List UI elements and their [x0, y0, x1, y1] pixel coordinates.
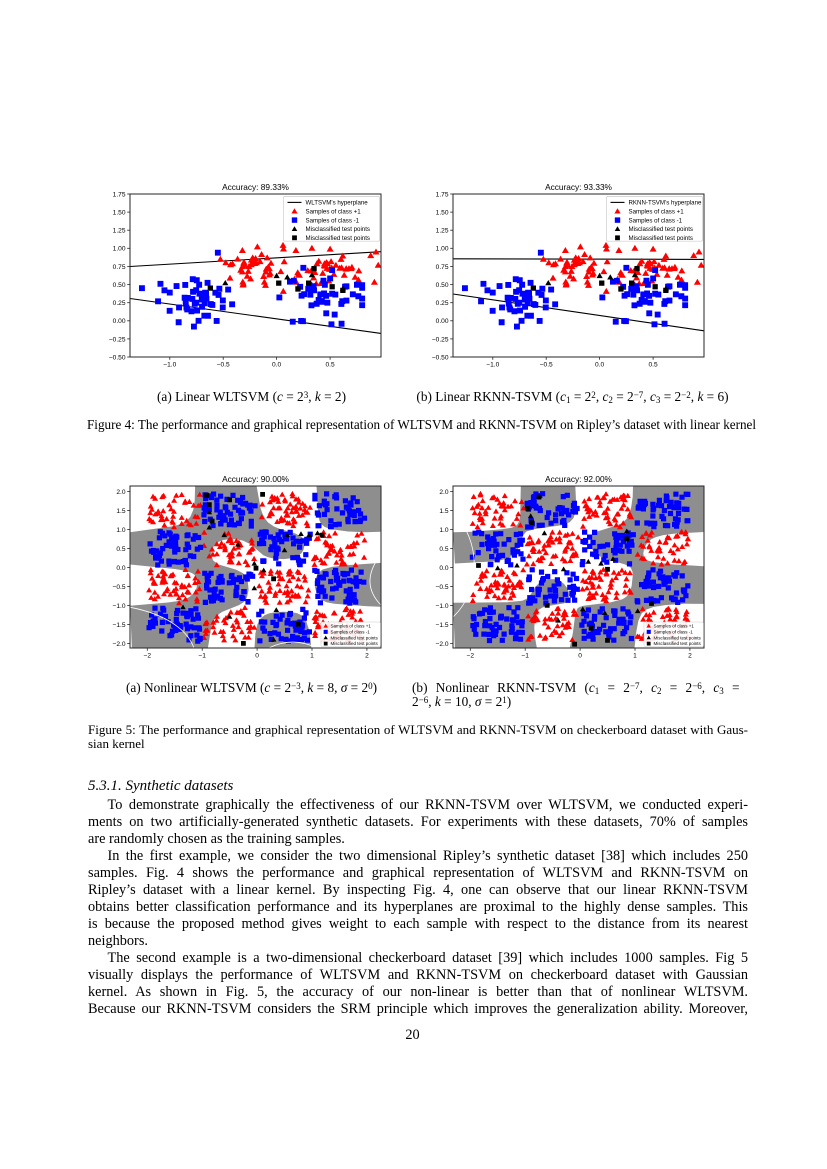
svg-text:1.00: 1.00: [113, 246, 126, 253]
svg-text:−2.0: −2.0: [435, 641, 448, 648]
svg-text:1: 1: [310, 652, 314, 659]
svg-text:−2.0: −2.0: [112, 641, 125, 648]
svg-text:−1.0: −1.0: [163, 361, 176, 368]
svg-text:0.0: 0.0: [439, 565, 448, 572]
svg-text:Samples of class -1: Samples of class -1: [306, 217, 360, 224]
svg-text:−1.5: −1.5: [112, 622, 125, 629]
svg-text:−1.5: −1.5: [435, 622, 448, 629]
svg-text:0.5: 0.5: [116, 546, 125, 553]
svg-text:0.00: 0.00: [436, 318, 449, 325]
svg-text:1.50: 1.50: [113, 210, 126, 217]
svg-text:1: 1: [633, 652, 637, 659]
svg-text:−2: −2: [144, 652, 152, 659]
svg-text:Misclassified test points: Misclassified test points: [654, 635, 702, 640]
svg-text:1.00: 1.00: [436, 246, 449, 253]
svg-text:Samples of class +1: Samples of class +1: [654, 624, 695, 629]
svg-text:0.5: 0.5: [326, 361, 335, 368]
svg-text:Samples of class +1: Samples of class +1: [331, 624, 372, 629]
svg-text:0.5: 0.5: [649, 361, 658, 368]
svg-text:0.75: 0.75: [113, 264, 126, 271]
svg-text:1.0: 1.0: [439, 527, 448, 534]
svg-text:0: 0: [255, 652, 259, 659]
svg-text:−0.50: −0.50: [109, 354, 126, 361]
svg-text:2: 2: [688, 652, 692, 659]
svg-text:Samples of class +1: Samples of class +1: [629, 209, 685, 216]
svg-text:0.25: 0.25: [436, 300, 449, 307]
svg-text:Misclassified test points: Misclassified test points: [331, 641, 379, 646]
svg-text:1.25: 1.25: [113, 228, 126, 235]
svg-text:−1: −1: [521, 652, 529, 659]
svg-text:0.5: 0.5: [439, 546, 448, 553]
svg-text:−1: −1: [198, 652, 206, 659]
svg-text:−0.5: −0.5: [217, 361, 230, 368]
svg-text:Misclassified test points: Misclassified test points: [629, 235, 694, 242]
svg-text:Samples of class -1: Samples of class -1: [629, 217, 683, 224]
svg-text:0.50: 0.50: [436, 282, 449, 289]
svg-text:−0.5: −0.5: [112, 584, 125, 591]
svg-text:Accuracy: 90.00%: Accuracy: 90.00%: [222, 474, 289, 484]
svg-text:1.50: 1.50: [436, 210, 449, 217]
svg-text:Samples of class +1: Samples of class +1: [306, 209, 362, 216]
svg-text:0: 0: [578, 652, 582, 659]
svg-text:0.0: 0.0: [272, 361, 281, 368]
svg-text:−1.0: −1.0: [112, 603, 125, 610]
svg-text:WLTSVM’s hyperplane: WLTSVM’s hyperplane: [306, 200, 369, 207]
svg-text:−2: −2: [467, 652, 475, 659]
svg-text:−1.0: −1.0: [486, 361, 499, 368]
svg-text:0.0: 0.0: [595, 361, 604, 368]
svg-text:Misclassified test points: Misclassified test points: [331, 635, 379, 640]
svg-text:Misclassified test points: Misclassified test points: [654, 641, 702, 646]
svg-text:Accuracy: 93.33%: Accuracy: 93.33%: [545, 182, 612, 192]
svg-text:1.75: 1.75: [436, 191, 449, 198]
svg-text:−0.25: −0.25: [109, 336, 126, 343]
svg-text:0.50: 0.50: [113, 282, 126, 289]
svg-text:−0.5: −0.5: [540, 361, 553, 368]
svg-text:1.0: 1.0: [116, 527, 125, 534]
svg-text:−0.25: −0.25: [432, 336, 449, 343]
svg-text:Samples of class -1: Samples of class -1: [654, 629, 694, 634]
svg-text:−1.0: −1.0: [435, 603, 448, 610]
svg-text:2.0: 2.0: [116, 489, 125, 496]
svg-text:1.25: 1.25: [436, 228, 449, 235]
svg-text:−0.5: −0.5: [435, 584, 448, 591]
svg-text:RKNN-TSVM’s hyperplane: RKNN-TSVM’s hyperplane: [629, 200, 703, 207]
svg-text:−0.50: −0.50: [432, 354, 449, 361]
svg-text:0.75: 0.75: [436, 264, 449, 271]
svg-text:Misclassified test points: Misclassified test points: [629, 226, 694, 233]
svg-text:2: 2: [365, 652, 369, 659]
svg-text:0.25: 0.25: [113, 300, 126, 307]
svg-text:1.5: 1.5: [116, 508, 125, 515]
svg-text:2.0: 2.0: [439, 489, 448, 496]
svg-text:Misclassified test points: Misclassified test points: [306, 226, 371, 233]
svg-text:Misclassified test points: Misclassified test points: [306, 235, 371, 242]
svg-text:Accuracy: 92.00%: Accuracy: 92.00%: [545, 474, 612, 484]
svg-text:0.0: 0.0: [116, 565, 125, 572]
svg-text:0.00: 0.00: [113, 318, 126, 325]
svg-text:Samples of class -1: Samples of class -1: [331, 629, 371, 634]
svg-text:1.5: 1.5: [439, 508, 448, 515]
svg-text:1.75: 1.75: [113, 191, 126, 198]
svg-text:Accuracy: 89.33%: Accuracy: 89.33%: [222, 182, 289, 192]
